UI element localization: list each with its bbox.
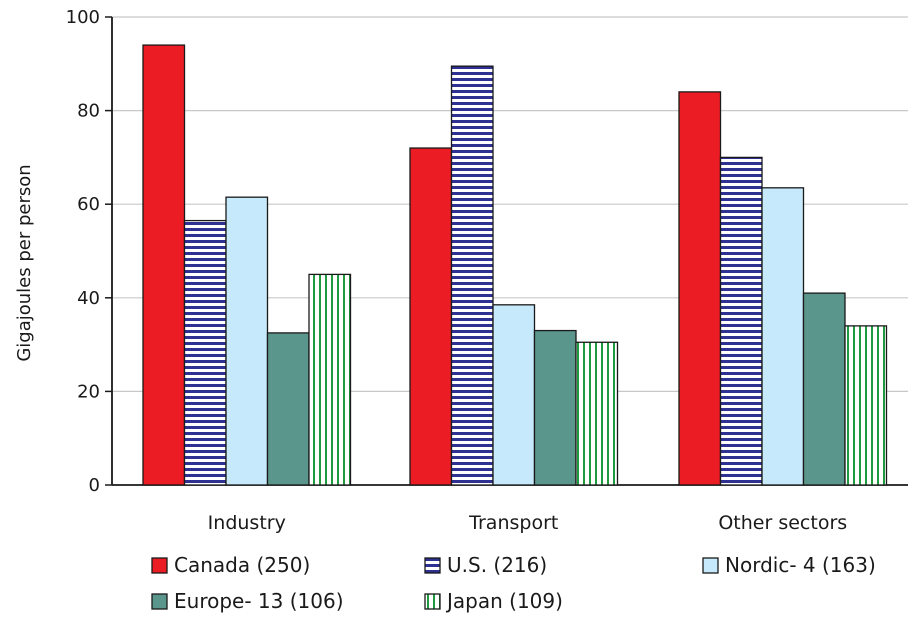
legend-item: Europe- 13 (106) (151, 589, 344, 613)
legend-item: Japan (109) (424, 589, 563, 613)
bars (142, 44, 888, 486)
y-axis-label: Gigajoules per person (14, 164, 35, 361)
bar-transport-1 (450, 65, 494, 486)
legend-item: Canada (250) (151, 553, 310, 577)
legend-label: U.S. (216) (447, 553, 547, 577)
bar-industry-2 (225, 196, 269, 486)
bar-transport-4 (575, 341, 619, 486)
y-tick-label: 100 (66, 7, 100, 28)
bar-other-sectors-2 (761, 187, 805, 486)
bar-industry-3 (266, 332, 310, 486)
bar-transport-2 (492, 304, 536, 486)
category-labels: Industry Transport Other sectors (208, 512, 847, 534)
bar-transport-3 (533, 329, 577, 486)
legend-swatch (702, 557, 719, 574)
bar-industry-4 (308, 273, 352, 486)
legend: Canada (250) U.S. (216) Nordic- 4 (163) Eur… (151, 553, 876, 613)
y-tick-label: 80 (77, 101, 100, 122)
legend-swatch (151, 557, 168, 574)
legend-swatch (424, 593, 441, 610)
bar-other-sectors-1 (719, 156, 763, 486)
legend-label: Japan (109) (445, 589, 563, 613)
bar-industry-1 (183, 219, 227, 486)
bar-other-sectors-3 (802, 292, 846, 486)
y-tick-labels: 0 20 40 60 80 100 (66, 7, 100, 496)
bar-transport-0 (409, 147, 453, 486)
legend-item: U.S. (216) (424, 553, 547, 577)
category-label: Other sectors (718, 512, 847, 534)
category-label: Transport (468, 512, 558, 534)
y-tick-label: 40 (77, 288, 100, 309)
category-label: Industry (208, 512, 286, 534)
y-tick-label: 60 (77, 194, 100, 215)
y-tick-label: 0 (89, 475, 100, 496)
legend-item: Nordic- 4 (163) (702, 553, 876, 577)
legend-label: Nordic- 4 (163) (725, 553, 876, 577)
legend-swatch (424, 557, 441, 574)
bar-industry-0 (142, 44, 186, 486)
legend-label: Canada (250) (174, 553, 310, 577)
legend-swatch (151, 593, 168, 610)
bar-other-sectors-0 (678, 91, 722, 486)
legend-label: Europe- 13 (106) (174, 589, 344, 613)
bar-other-sectors-4 (844, 325, 888, 486)
y-tick-label: 20 (77, 381, 100, 402)
